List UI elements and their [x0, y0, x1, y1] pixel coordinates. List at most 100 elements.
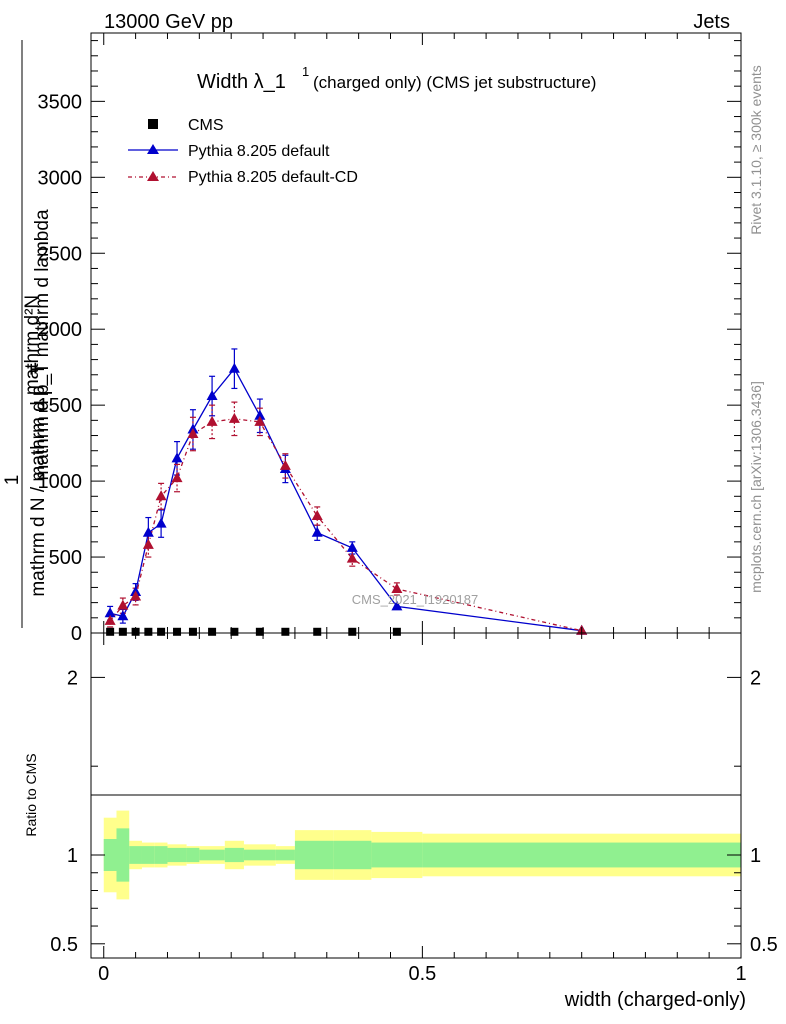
title-superscript: 1 — [302, 64, 309, 79]
cd-point-8 — [228, 412, 240, 423]
cd-point-13 — [391, 582, 403, 593]
ratio-bands — [103, 810, 741, 900]
y-tick-label-7: 3500 — [38, 91, 83, 113]
analysis-watermark: CMS_2021_I1920187 — [352, 592, 479, 607]
cd-point-3 — [142, 538, 154, 549]
title-subtitle: (charged only) (CMS jet substructure) — [313, 73, 596, 92]
default-point-7 — [206, 390, 218, 401]
series-lines — [109, 367, 582, 632]
x-tick-label-2: 1 — [735, 963, 746, 985]
default-point-11 — [311, 526, 323, 537]
cms-point-6 — [188, 627, 197, 636]
cms-point-9 — [255, 627, 264, 636]
cd-point-2 — [130, 590, 142, 601]
ratio-band-green-5 — [167, 847, 187, 863]
header-right: Jets — [693, 11, 730, 33]
ratio-ylabel: Ratio to CMS — [23, 753, 39, 836]
data-markers — [104, 362, 588, 636]
ratio-tick-label-right-1: 1 — [750, 845, 761, 867]
y-tick-label-2: 1000 — [38, 471, 83, 493]
plot-title: Width λ_1 1 (charged only) (CMS jet subs… — [197, 64, 596, 93]
cms-point-4 — [157, 627, 166, 636]
ylabel-upper-line2: mathrm d p_T mathrm d lambda — [32, 209, 53, 480]
cms-point-3 — [144, 627, 153, 636]
default-point-13 — [391, 600, 403, 611]
y-tick-label-1: 500 — [49, 547, 82, 569]
ratio-band-green-10 — [275, 849, 295, 861]
ylabel-lower-line1: 1 — [2, 475, 23, 486]
x-tick-label-0: 0 — [98, 963, 109, 985]
default-point-5 — [171, 452, 183, 463]
ratio-band-green-12 — [333, 840, 372, 870]
ratio-band-green-14 — [422, 842, 741, 868]
legend-cd-label: Pythia 8.205 default-CD — [188, 169, 358, 186]
cms-point-0 — [106, 627, 115, 636]
cd-point-4 — [155, 490, 167, 501]
default-series-line — [109, 367, 582, 632]
ratio-band-green-3 — [141, 846, 155, 864]
default-point-9 — [254, 409, 266, 420]
legend-cms-label: CMS — [188, 117, 224, 134]
default-point-4 — [155, 517, 167, 528]
legend-default-marker — [147, 144, 159, 154]
y-tick-label-3: 1500 — [38, 395, 83, 417]
default-point-1 — [117, 610, 129, 621]
ylabel-upper-line1: mathrm d²N — [22, 295, 43, 395]
legend-default-label: Pythia 8.205 default — [188, 143, 330, 160]
cd-point-6 — [187, 428, 199, 439]
ratio-band-green-2 — [129, 846, 142, 864]
title-main: Width λ_1 — [197, 71, 286, 93]
cd-point-9 — [254, 415, 266, 426]
ratio-frame — [90, 632, 742, 959]
x-tick-label-1: 0.5 — [408, 963, 436, 985]
cd-point-11 — [311, 510, 323, 521]
default-point-3 — [142, 526, 154, 537]
cms-point-1 — [118, 627, 127, 636]
ratio-tick-label-2: 2 — [67, 667, 78, 689]
ylabel-lower-line2: mathrm d N / mathrm d p_T — [28, 363, 49, 597]
ratio-band-green-1 — [116, 828, 130, 882]
ratio-band-green-9 — [243, 849, 276, 861]
cms-point-13 — [392, 627, 401, 636]
error-bars — [107, 348, 400, 628]
cms-point-12 — [348, 627, 357, 636]
legend-cms-marker — [148, 119, 158, 129]
default-point-8 — [228, 362, 240, 373]
x-axis-label: width (charged-only) — [564, 989, 746, 1011]
cms-point-11 — [313, 627, 322, 636]
default-point-0 — [104, 607, 116, 618]
ratio-tick-label-1: 1 — [67, 845, 78, 867]
cms-point-7 — [208, 627, 217, 636]
cms-point-5 — [173, 627, 182, 636]
default-point-12 — [346, 541, 358, 552]
ratio-tick-label-0: 0.5 — [50, 934, 78, 956]
cd-point-10 — [279, 459, 291, 470]
y-axis-label: mathrm d²N mathrm d p_T mathrm d lambda … — [2, 40, 53, 628]
header-left: 13000 GeV pp — [104, 11, 233, 33]
y-tick-label-0: 0 — [71, 623, 82, 645]
cd-point-1 — [117, 599, 129, 610]
ratio-band-green-0 — [103, 839, 117, 871]
cd-point-0 — [104, 614, 116, 625]
ratio-band-green-7 — [199, 849, 225, 861]
cms-point-10 — [281, 627, 290, 636]
cd-point-5 — [171, 472, 183, 483]
ratio-band-green-11 — [294, 840, 334, 870]
legend: CMS Pythia 8.205 default Pythia 8.205 de… — [128, 117, 358, 186]
y-tick-label-5: 2500 — [38, 243, 83, 265]
ratio-band-green-6 — [186, 847, 200, 863]
legend-cd-marker — [147, 171, 159, 181]
ratio-band-green-4 — [154, 846, 168, 864]
ratio-tick-label-right-2: 2 — [750, 667, 761, 689]
ratio-band-green-13 — [371, 842, 423, 868]
cd-point-12 — [346, 552, 358, 563]
mcplots-label: mcplots.cern.ch [arXiv:1306.3436] — [748, 381, 764, 593]
y-tick-label-6: 3000 — [38, 167, 83, 189]
cd-point-7 — [206, 415, 218, 426]
ratio-band-green-8 — [224, 847, 244, 863]
y-tick-label-4: 2000 — [38, 319, 83, 341]
ratio-tick-label-right-0: 0.5 — [750, 934, 778, 956]
rivet-version-label: Rivet 3.1.10, ≥ 300k events — [748, 65, 764, 235]
